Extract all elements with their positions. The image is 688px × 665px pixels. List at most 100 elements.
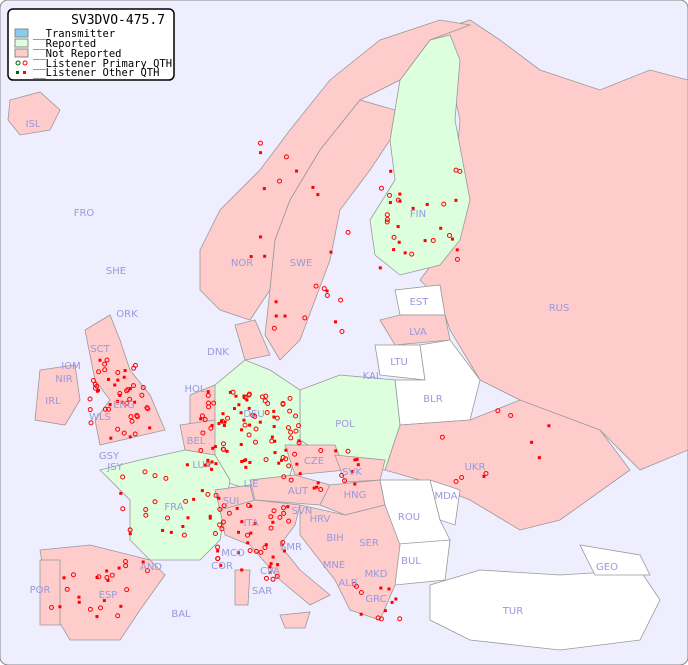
listener-other-marker	[423, 239, 427, 243]
country-fra	[99, 449, 231, 561]
listener-primary-marker	[104, 357, 110, 363]
listener-primary-marker	[120, 474, 126, 480]
listener-other-marker	[272, 424, 276, 428]
country-isl	[7, 91, 61, 136]
listener-other-marker	[403, 251, 407, 255]
country-label-tur: TUR	[502, 606, 523, 617]
listener-other-marker	[122, 375, 126, 379]
listener-primary-marker	[128, 414, 134, 420]
listener-other-marker	[210, 467, 214, 471]
listener-primary-marker	[106, 406, 112, 412]
listener-other-marker	[220, 419, 224, 423]
listener-primary-marker	[271, 325, 277, 331]
legend-swatch-transmitter	[14, 28, 29, 38]
listener-other-marker	[359, 612, 363, 616]
listener-primary-marker	[246, 502, 252, 508]
country-label-hol: HOL	[185, 384, 206, 395]
listener-other-marker	[206, 458, 210, 462]
country-label-eng: ENG	[113, 400, 135, 411]
listener-primary-marker	[163, 475, 169, 481]
country-label-ork: ORK	[116, 309, 138, 320]
listener-other-marker	[245, 398, 249, 402]
listener-other-marker	[396, 225, 400, 229]
country-label-geo: GEO	[596, 562, 618, 573]
listener-primary-marker	[281, 510, 287, 516]
listener-primary-marker	[127, 527, 133, 533]
country-fin	[369, 34, 471, 276]
listener-other-marker	[128, 532, 132, 536]
listener-primary-marker	[102, 406, 108, 412]
listener-primary-marker	[288, 435, 294, 441]
listener-primary-marker	[358, 590, 364, 596]
country-label-bel: BEL	[187, 436, 206, 447]
listener-other-marker	[397, 240, 401, 244]
listener-primary-marker	[211, 400, 217, 406]
listener-other-marker	[246, 541, 250, 545]
listener-primary-marker	[246, 432, 252, 438]
listener-primary-marker	[132, 362, 138, 368]
country-label-ukr: UKR	[465, 462, 486, 473]
listener-other-marker	[186, 516, 190, 520]
country-label-she: SHE	[106, 266, 126, 277]
listener-other-marker	[96, 388, 100, 392]
listener-other-marker	[242, 459, 246, 463]
listener-other-marker	[258, 235, 262, 239]
listener-primary-marker	[288, 429, 294, 435]
listener-other-marker	[295, 169, 299, 173]
listener-primary-marker	[221, 441, 227, 447]
listener-primary-marker	[339, 472, 345, 478]
listener-other-marker	[113, 383, 117, 387]
listener-primary-marker	[447, 232, 453, 238]
listener-primary-marker	[102, 367, 108, 373]
listener-primary-marker	[293, 428, 299, 434]
listener-primary-marker	[49, 604, 55, 610]
listener-primary-marker	[453, 167, 459, 173]
country-label-fro: FRO	[74, 208, 95, 219]
listener-primary-marker	[378, 185, 384, 191]
listener-other-marker	[217, 422, 221, 426]
listener-primary-marker	[70, 572, 76, 578]
listener-primary-marker	[384, 216, 390, 222]
listener-primary-marker	[281, 474, 287, 480]
listener-primary-marker	[215, 544, 221, 550]
listener-other-marker	[390, 600, 394, 604]
listener-primary-marker	[123, 563, 129, 569]
listener-primary-marker	[245, 532, 251, 538]
country-ita	[219, 499, 331, 606]
country-ukr	[384, 399, 631, 531]
listener-other-marker	[120, 400, 124, 404]
listener-primary-marker	[230, 389, 236, 395]
legend-other-green-icon	[16, 71, 19, 74]
listener-primary-marker	[375, 615, 381, 621]
listener-primary-marker	[281, 505, 287, 511]
listener-primary-marker	[104, 575, 110, 581]
country-label-fin: FIN	[410, 209, 426, 220]
listener-other-marker	[316, 193, 320, 197]
listener-primary-marker	[280, 401, 286, 407]
country-label-mkd: MKD	[365, 569, 388, 580]
listener-other-marker	[378, 266, 382, 270]
listener-primary-marker	[115, 613, 121, 619]
listener-primary-marker	[115, 426, 121, 432]
listener-other-marker	[530, 440, 534, 444]
country-label-isl: ISL	[26, 119, 41, 130]
listener-other-marker	[62, 576, 66, 580]
listener-primary-marker	[441, 201, 447, 207]
listener-other-marker	[141, 560, 145, 564]
country-label-wls: WLS	[89, 412, 111, 423]
listener-other-marker	[274, 300, 278, 304]
listener-other-marker	[356, 463, 360, 467]
listener-primary-marker	[199, 413, 205, 419]
country-label-por: POR	[30, 585, 51, 596]
listener-other-marker	[276, 563, 280, 567]
listener-primary-marker	[409, 251, 415, 257]
listener-other-marker	[439, 226, 443, 230]
country-label-alb: ALB	[338, 578, 357, 589]
listener-primary-marker	[152, 499, 158, 505]
listener-primary-marker	[288, 477, 294, 483]
legend-primary-green-icon	[15, 60, 21, 66]
listener-other-marker	[286, 505, 290, 509]
country-sic	[279, 611, 311, 629]
listener-primary-marker	[220, 519, 226, 525]
listener-primary-marker	[264, 409, 270, 415]
